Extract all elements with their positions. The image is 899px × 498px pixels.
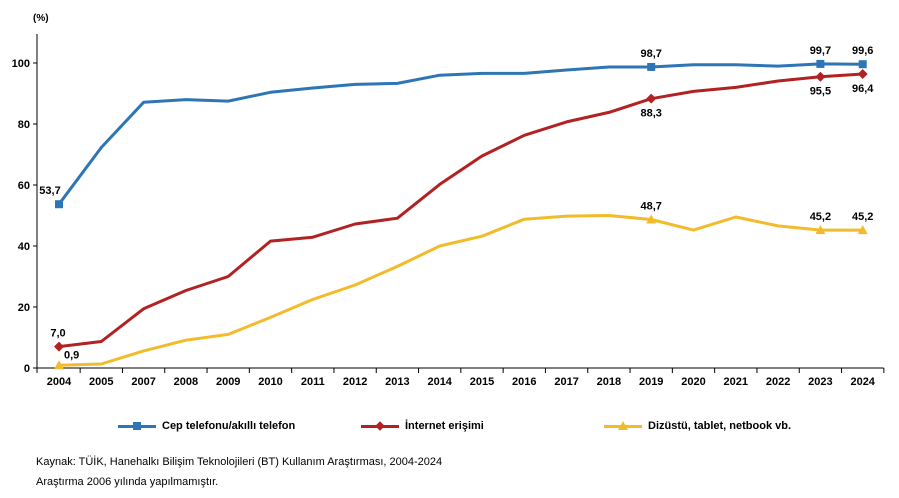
chart-notes: Kaynak: TÜİK, Hanehalkı Bilişim Teknoloj… [36, 452, 442, 492]
x-tick-label: 2004 [47, 376, 72, 388]
series-line-0 [57, 62, 863, 206]
legend-item-internet: İnternet erişimi [361, 418, 484, 434]
data-point-diamond [857, 68, 868, 79]
legend-swatch-internet [361, 420, 399, 432]
y-tick-label: 0 [24, 363, 30, 375]
x-tick-label: 2019 [639, 376, 663, 388]
legend-square-marker-icon [133, 422, 141, 430]
x-tick-label: 2010 [258, 376, 282, 388]
chart-series [54, 59, 868, 370]
data-label: 53,7 [39, 185, 60, 197]
y-tick-label: 100 [12, 58, 30, 70]
data-label: 96,4 [852, 83, 874, 95]
data-point-diamond [815, 71, 826, 82]
legend-triangle-marker-icon [618, 421, 628, 430]
data-label: 45,2 [852, 211, 873, 223]
data-label: 7,0 [50, 328, 65, 340]
y-tick-label: 40 [18, 241, 30, 253]
survey-note: Araştırma 2006 yılında yapılmamıştır. [36, 476, 219, 488]
data-point-square [55, 200, 63, 209]
data-label: 98,7 [640, 48, 661, 60]
x-tick-label: 2023 [808, 376, 832, 388]
data-point-triangle [815, 225, 826, 235]
x-tick-label: 2007 [131, 376, 155, 388]
x-tick-label: 2022 [766, 376, 790, 388]
legend-swatch-phone [118, 420, 156, 432]
x-tick-label: 2017 [554, 376, 578, 388]
y-tick-label: 20 [18, 302, 30, 314]
y-axis-unit-label: (%) [33, 13, 49, 24]
line-chart: (%) 0 20 40 60 80 100 2004 2005 2007 2008 2009 2010… [12, 13, 885, 388]
x-tick-label: 2015 [470, 376, 494, 388]
x-tick-label: 2020 [681, 376, 705, 388]
chart-axes: 0 20 40 60 80 100 2004 2005 2007 2008 2009 2010 2011… [12, 34, 885, 388]
data-label: 0,9 [64, 349, 79, 361]
data-point-square [647, 62, 656, 71]
source-note: Kaynak: TÜİK, Hanehalkı Bilişim Teknoloj… [36, 456, 443, 468]
legend-item-laptop: Dizüstü, tablet, netbook vb. [604, 418, 791, 434]
data-label: 99,6 [852, 45, 873, 57]
x-tick-label: 2014 [427, 376, 452, 388]
data-point-diamond [54, 341, 64, 352]
data-label: 45,2 [810, 211, 831, 223]
x-tick-label: 2011 [301, 376, 325, 388]
data-label: 48,7 [640, 200, 661, 212]
legend-label-phone: Cep telefonu/akıllı telefon [162, 420, 296, 432]
data-point-square [816, 59, 825, 68]
x-tick-label: 2021 [724, 376, 748, 388]
data-point-triangle [646, 214, 657, 224]
x-tick-label: 2005 [89, 376, 113, 388]
data-label: 88,3 [640, 108, 661, 120]
chart-data-labels: 53,7 98,7 99,7 99,6 7,0 88,3 95,5 96,4 0,9 48,7 45… [39, 45, 874, 361]
y-tick-label: 60 [18, 180, 30, 192]
x-tick-label: 2016 [512, 376, 536, 388]
legend-label-internet: İnternet erişimi [405, 420, 484, 432]
legend-label-laptop: Dizüstü, tablet, netbook vb. [648, 420, 792, 432]
legend-diamond-marker-icon [375, 421, 385, 431]
x-tick-label: 2018 [597, 376, 621, 388]
x-tick-label: 2013 [385, 376, 409, 388]
chart-legend: Cep telefonu/akıllı telefon İnternet eri… [118, 418, 838, 434]
x-tick-label: 2008 [174, 376, 198, 388]
series-line-2 [58, 214, 863, 367]
data-point-square [858, 60, 867, 69]
data-label: 95,5 [810, 86, 831, 98]
data-point-diamond [646, 93, 657, 104]
data-point-triangle [857, 225, 868, 235]
y-tick-label: 80 [18, 119, 30, 131]
x-tick-label: 2009 [216, 376, 240, 388]
x-tick-label: 2024 [850, 376, 875, 388]
data-label: 99,7 [810, 45, 831, 57]
series-line-1 [58, 72, 863, 349]
x-tick-label: 2012 [343, 376, 367, 388]
legend-swatch-laptop [604, 420, 642, 432]
data-point-triangle [54, 360, 64, 370]
legend-item-phone: Cep telefonu/akıllı telefon [118, 418, 295, 434]
